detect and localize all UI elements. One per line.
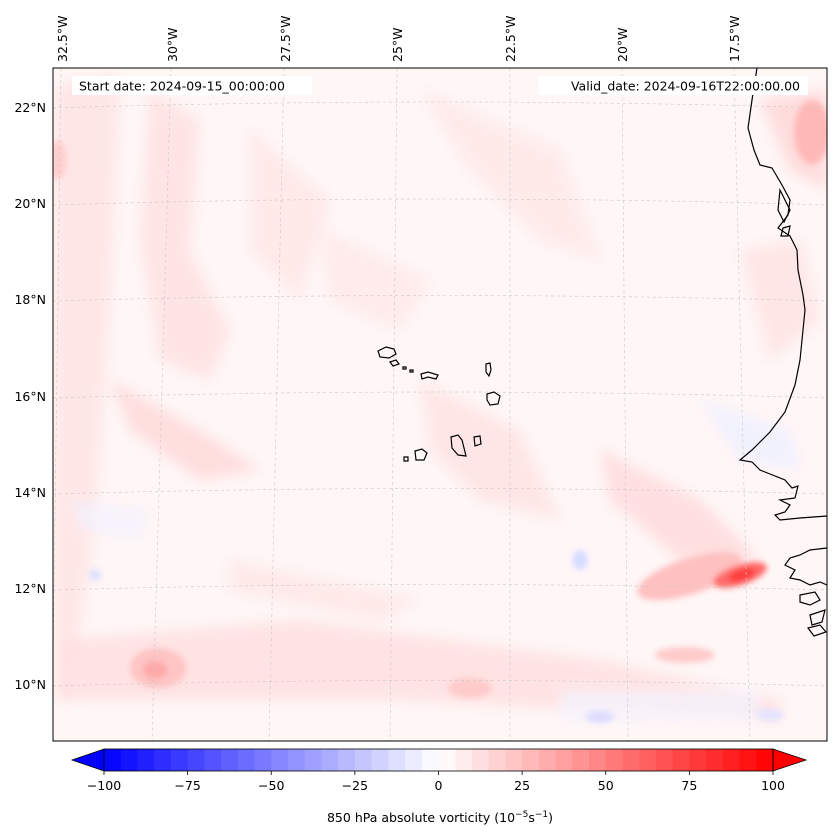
coastline-africa [738,68,827,637]
colorbar-band [438,749,456,771]
colorbar-band [455,749,473,771]
colorbar-band [572,749,590,771]
colorbar-min-extend [70,748,105,772]
colorbar-max-extend [772,748,808,772]
colorbar-bands [104,749,774,771]
colorbar-band [137,749,155,771]
longitude-labels: 32.5°W 30°W 27.5°W 25°W 22.5°W 20°W 17.5… [55,16,742,62]
lon-label-25w: 25°W [390,27,405,62]
colorbar-band [321,749,339,771]
colorbar-tick-label: −75 [174,778,200,793]
colorbar-tick-label: 100 [761,778,785,793]
colorbar-band [639,749,657,771]
map-panel: Start date: 2024-09-15_00:00:00 Valid_da… [14,16,828,742]
colorbar-tick-label: −50 [258,778,284,793]
colorbar-band [371,749,389,771]
colorbar-band [555,749,573,771]
colorbar-band [622,749,640,771]
colorbar-band [405,749,423,771]
colorbar-band [739,749,757,771]
coastline-cape-verde [377,346,501,462]
colorbar-band [722,749,740,771]
colorbar-tick-label: 0 [435,778,443,793]
valid-date-label: Valid_date: 2024-09-16T22:00:00.00 [571,79,800,94]
lon-label-17-5w: 17.5°W [727,16,742,62]
lat-label-14n: 14°N [14,485,46,500]
colorbar-band [388,749,406,771]
colorbar-band [204,749,222,771]
lon-label-22-5w: 22.5°W [503,16,518,62]
colorbar-band [689,749,707,771]
colorbar-band [170,749,189,771]
colorbar-tick-label: 75 [681,778,697,793]
colorbar-band [538,749,556,771]
colorbar-band [237,749,255,771]
vorticity-field [53,68,827,741]
valid-date-box [538,76,808,95]
start-date-label: Start date: 2024-09-15_00:00:00 [79,79,285,94]
colorbar-band [421,749,439,771]
colorbar-tick-label: −25 [342,778,368,793]
colorbar-band [605,749,623,771]
colorbar-band [522,749,540,771]
colorbar-band [271,749,289,771]
colorbar-tick-label: −100 [87,778,121,793]
lon-label-30w: 30°W [165,27,180,62]
colorbar-band [104,749,122,771]
colorbar-band [120,749,138,771]
colorbar-band [589,749,607,771]
lon-label-20w: 20°W [615,27,630,62]
colorbar-band [221,749,239,771]
colorbar-tick-label: 50 [598,778,614,793]
colorbar-band [354,749,373,771]
colorbar-band [304,749,322,771]
colorbar-band [187,749,205,771]
colorbar: −100 −75 −50 −25 0 25 50 75 100 850 hPa absolute… [70,748,808,825]
lat-label-20n: 20°N [14,196,46,211]
colorbar-title: 850 hPa absolute vorticity (10−5s−1) [327,810,553,825]
lat-label-16n: 16°N [14,389,46,404]
colorbar-band [655,749,674,771]
lon-label-32-5w: 32.5°W [55,16,70,62]
start-date-box [72,76,312,95]
colorbar-band [338,749,356,771]
colorbar-ticks: −100 −75 −50 −25 0 25 50 75 100 [87,771,785,793]
lat-label-12n: 12°N [14,581,46,596]
colorbar-band [154,749,172,771]
vorticity-maxima [53,100,827,723]
colorbar-band [287,749,306,771]
lat-label-22n: 22°N [14,100,46,115]
latitude-labels: 22°N 20°N 18°N 16°N 14°N 12°N 10°N [14,100,46,692]
colorbar-band [756,749,774,771]
colorbar-tick-label: 25 [514,778,530,793]
lat-label-10n: 10°N [14,677,46,692]
colorbar-band [254,749,272,771]
lat-label-18n: 18°N [14,292,46,307]
gridlines [53,68,827,741]
colorbar-band [471,749,490,771]
colorbar-band [706,749,724,771]
colorbar-band [505,749,523,771]
lon-label-27-5w: 27.5°W [278,16,293,62]
colorbar-band [488,749,506,771]
colorbar-band [672,749,690,771]
map-frame [52,67,828,742]
